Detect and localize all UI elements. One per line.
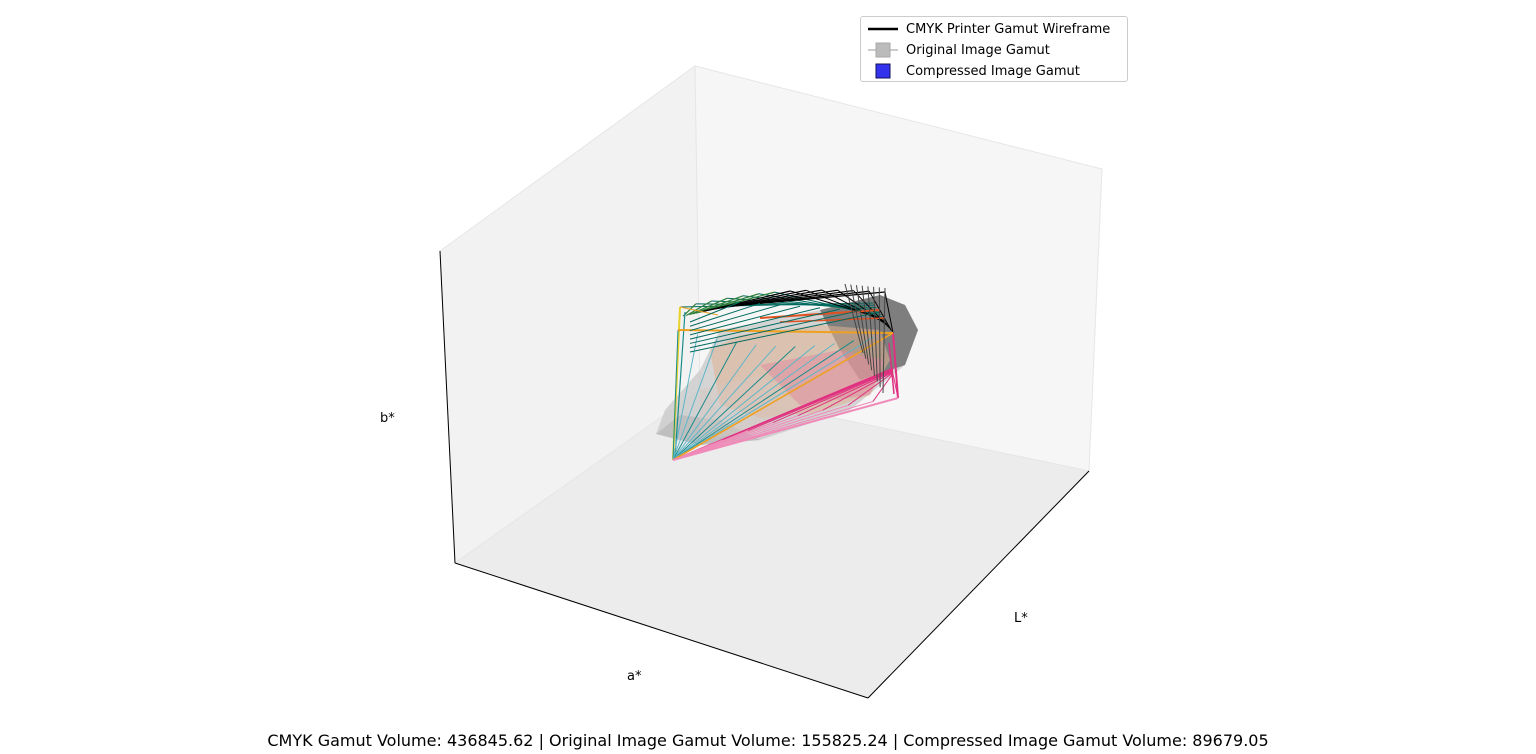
compressed-gamut-surface: [700, 325, 890, 440]
wireframe-edge: [772, 370, 894, 424]
z-axis-line: [439, 250, 456, 564]
wireframe-edge: [672, 329, 679, 461]
legend-label: Compressed Image Gamut: [906, 64, 1080, 79]
wireframe-edge: [689, 308, 841, 344]
wireframe-edge: [873, 286, 878, 382]
wireframe-edge: [878, 287, 881, 388]
legend-item-original: Original Image Gamut: [861, 41, 1127, 61]
compressed-gamut-face: [700, 375, 800, 440]
wireframe-edge: [747, 369, 894, 432]
wireframe-edge: [672, 332, 894, 461]
wireframe-edge: [672, 345, 777, 461]
legend-label: CMYK Printer Gamut Wireframe: [906, 22, 1111, 37]
wireframe-edge: [884, 291, 894, 334]
y-axis-line: [454, 562, 869, 699]
wireframe-edge: [892, 332, 899, 399]
wireframe-edge: [822, 371, 894, 411]
wireframe-edge: [722, 368, 894, 441]
legend: CMYK Printer Gamut Wireframe Original Im…: [860, 16, 1128, 82]
z-axis-label: b*: [380, 411, 395, 426]
wireframe-edge: [868, 290, 892, 331]
legend-item-compressed: Compressed Image Gamut: [861, 62, 1127, 82]
legend-gray-swatch: [868, 42, 898, 58]
wireframe-edge: [672, 340, 855, 461]
y-axis-label: a*: [627, 669, 642, 684]
wireframe-edge: [672, 343, 835, 461]
wireframe-edge: [689, 311, 881, 353]
wireframe-edge: [672, 345, 816, 461]
wireframe-edge: [844, 283, 864, 354]
wireframe-edge: [672, 338, 718, 461]
wireframe-edge: [686, 300, 712, 316]
x-axis-line: [867, 470, 1090, 699]
wireframe-edge: [672, 397, 899, 461]
wireframe-edge: [672, 334, 699, 461]
wireframe-edge: [674, 311, 686, 459]
wireframe-edge: [882, 287, 886, 394]
gamut-volume-summary: CMYK Gamut Volume: 436845.62 | Original …: [267, 731, 1269, 750]
wireframe-edge: [847, 372, 894, 406]
wireframe-edge: [672, 409, 824, 461]
wireframe-edge: [672, 341, 738, 461]
wireframe-edge: [689, 307, 821, 340]
legend-label: Original Image Gamut: [906, 43, 1050, 58]
wireframe-edge: [888, 342, 895, 395]
wireframe-edge: [853, 290, 891, 329]
wireframe-edge: [850, 284, 867, 359]
wireframe-edge: [672, 404, 849, 461]
wireframe-edge: [855, 285, 870, 365]
wireframe-edge: [672, 344, 757, 461]
wireframe-edge: [689, 301, 741, 323]
legend-blue-swatch: [875, 63, 891, 79]
wireframe-edge: [689, 304, 781, 332]
wireframe-edge: [689, 310, 861, 349]
wireframe-edge: [689, 302, 761, 327]
legend-item-wireframe: CMYK Printer Gamut Wireframe: [861, 20, 1127, 40]
wireframe-edge: [689, 305, 801, 336]
wireframe-edge: [692, 295, 744, 315]
legend-line-swatch: [868, 27, 898, 31]
cmyk-wireframe: [672, 283, 899, 461]
wireframe-edge: [779, 317, 886, 323]
wireframe-edge: [861, 285, 873, 371]
wireframe-edge: [672, 346, 796, 461]
wireframe-edge: [689, 297, 728, 316]
wireframe-edge: [672, 336, 874, 461]
wireframe-edge: [867, 286, 875, 376]
x-axis-label: L*: [1014, 611, 1028, 626]
